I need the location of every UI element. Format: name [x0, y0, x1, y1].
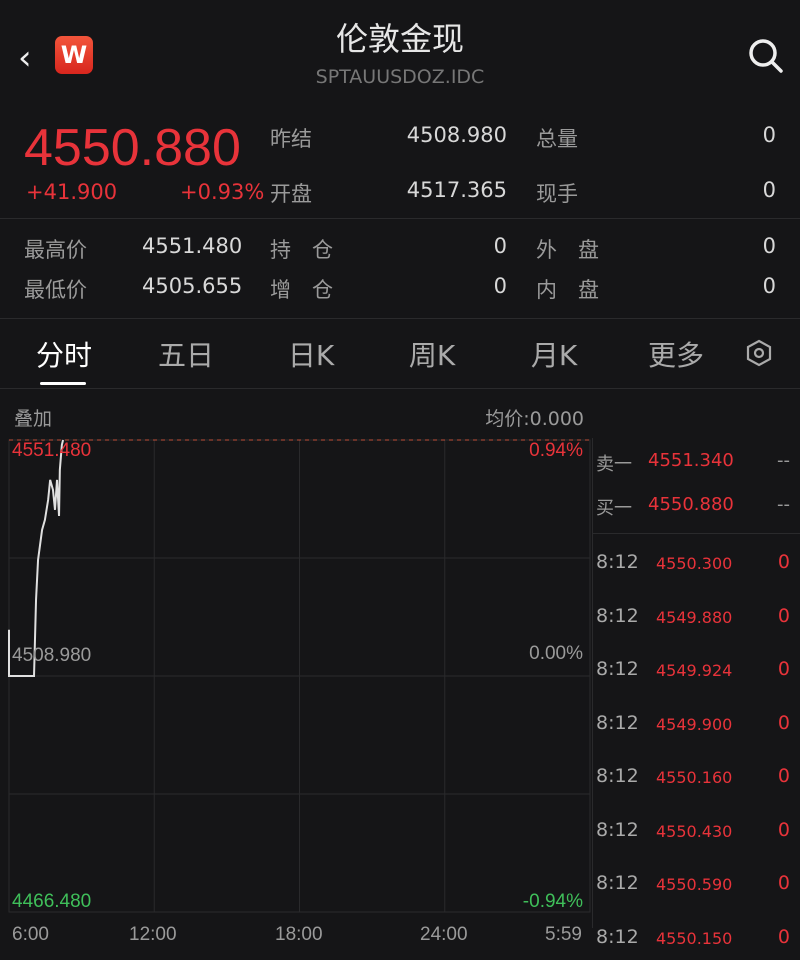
search-icon [749, 39, 783, 73]
trade-volume: 0 [777, 658, 790, 680]
price-change-pct: +0.93% [180, 180, 265, 204]
price-change: +41.900 [26, 180, 118, 204]
bid-label: 买一 [596, 498, 632, 519]
last-price: 4550.880 [24, 119, 241, 177]
pct-label-mid: 0.00% [529, 643, 583, 664]
trade-time: 8:12 [596, 604, 639, 627]
trade-time: 8:12 [596, 818, 639, 841]
active-tab-indicator [40, 382, 86, 385]
trade-volume: 0 [777, 818, 790, 841]
x-tick: 18:00 [275, 924, 323, 945]
trade-price: 4550.590 [656, 875, 733, 894]
trade-price: 4549.924 [656, 661, 733, 680]
outer-value: 0 [762, 234, 776, 258]
ask-label: 卖一 [596, 454, 632, 475]
x-tick: 24:00 [420, 924, 468, 945]
overlay-button[interactable]: 叠加 [14, 408, 53, 430]
trade-volume: 0 [777, 711, 790, 734]
outer-label: 外 盘 [536, 238, 599, 262]
instrument-code: SPTAUUSDOZ.IDC [315, 66, 485, 88]
trade-volume: 0 [777, 872, 790, 894]
inner-value: 0 [762, 274, 776, 298]
trade-price: 4550.300 [656, 554, 733, 573]
trade-time: 8:12 [596, 872, 639, 894]
trade-time: 8:12 [596, 711, 639, 734]
trade-price: 4549.880 [656, 607, 733, 627]
high-label: 最高价 [24, 238, 87, 262]
settings-button[interactable] [744, 338, 774, 372]
trade-volume: 0 [777, 925, 790, 948]
open-interest-value: 0 [493, 234, 507, 258]
x-tick: 12:00 [129, 924, 177, 945]
settings-icon [746, 339, 772, 367]
divider [0, 318, 800, 319]
divider [0, 388, 800, 389]
prev-close-value: 4508.980 [406, 123, 507, 147]
x-tick: 6:00 [12, 924, 49, 945]
oi-change-value: 0 [493, 274, 507, 298]
app-logo[interactable]: W [55, 36, 93, 74]
tab-monthly-k[interactable]: 月K [530, 339, 578, 372]
divider [592, 438, 593, 928]
tab-weekly-k[interactable]: 周K [408, 339, 456, 372]
ask-price: 4551.340 [648, 450, 734, 471]
bid-price: 4550.880 [648, 494, 734, 515]
open-value: 4517.365 [406, 178, 507, 202]
divider [593, 533, 800, 534]
back-button[interactable]: ‹ [18, 38, 32, 78]
divider [0, 218, 800, 219]
low-value: 4505.655 [142, 274, 243, 298]
ask-volume: -- [777, 450, 790, 471]
y-label-mid: 4508.980 [12, 645, 92, 666]
trade-time: 8:12 [596, 765, 639, 787]
last-qty-label: 现手 [536, 182, 578, 206]
y-label-bottom: 4466.480 [12, 891, 92, 912]
trade-volume: 0 [777, 551, 790, 573]
trade-price: 4550.430 [656, 821, 733, 841]
tab-daily-k[interactable]: 日K [287, 339, 335, 372]
trade-time: 8:12 [596, 925, 639, 948]
search-button[interactable] [746, 36, 786, 76]
y-label-top: 4551.480 [12, 440, 92, 461]
prev-close-label: 昨结 [270, 127, 312, 151]
inner-label: 内 盘 [536, 278, 599, 302]
oi-change-label: 增 仓 [270, 278, 333, 302]
volume-label: 总量 [536, 127, 578, 151]
pct-label-bottom: -0.94% [522, 891, 583, 912]
trade-volume: 0 [777, 765, 790, 787]
tab-five-day[interactable]: 五日 [157, 339, 214, 372]
bid-volume: -- [777, 494, 790, 515]
trade-price: 4549.900 [656, 714, 733, 734]
trade-time: 8:12 [596, 551, 639, 573]
price-line [8, 439, 65, 677]
high-value: 4551.480 [142, 234, 243, 258]
chevron-left-icon: ‹ [18, 38, 32, 78]
open-interest-label: 持 仓 [270, 238, 333, 262]
volume-value: 0 [762, 123, 776, 147]
page-title: 伦敦金现 [335, 20, 464, 58]
trade-price: 4550.160 [656, 768, 733, 787]
low-label: 最低价 [24, 278, 87, 302]
open-label: 开盘 [270, 182, 312, 206]
intraday-chart[interactable] [0, 430, 592, 920]
trade-volume: 0 [777, 604, 790, 627]
x-tick: 5:59 [545, 924, 582, 945]
last-qty-value: 0 [762, 178, 776, 202]
tab-more[interactable]: 更多 [647, 339, 704, 372]
avg-price-label: 均价:0.000 [485, 408, 584, 430]
trade-time: 8:12 [596, 658, 639, 680]
pct-label-top: 0.94% [529, 440, 583, 461]
trade-price: 4550.150 [656, 928, 733, 948]
tab-intraday[interactable]: 分时 [35, 339, 92, 372]
